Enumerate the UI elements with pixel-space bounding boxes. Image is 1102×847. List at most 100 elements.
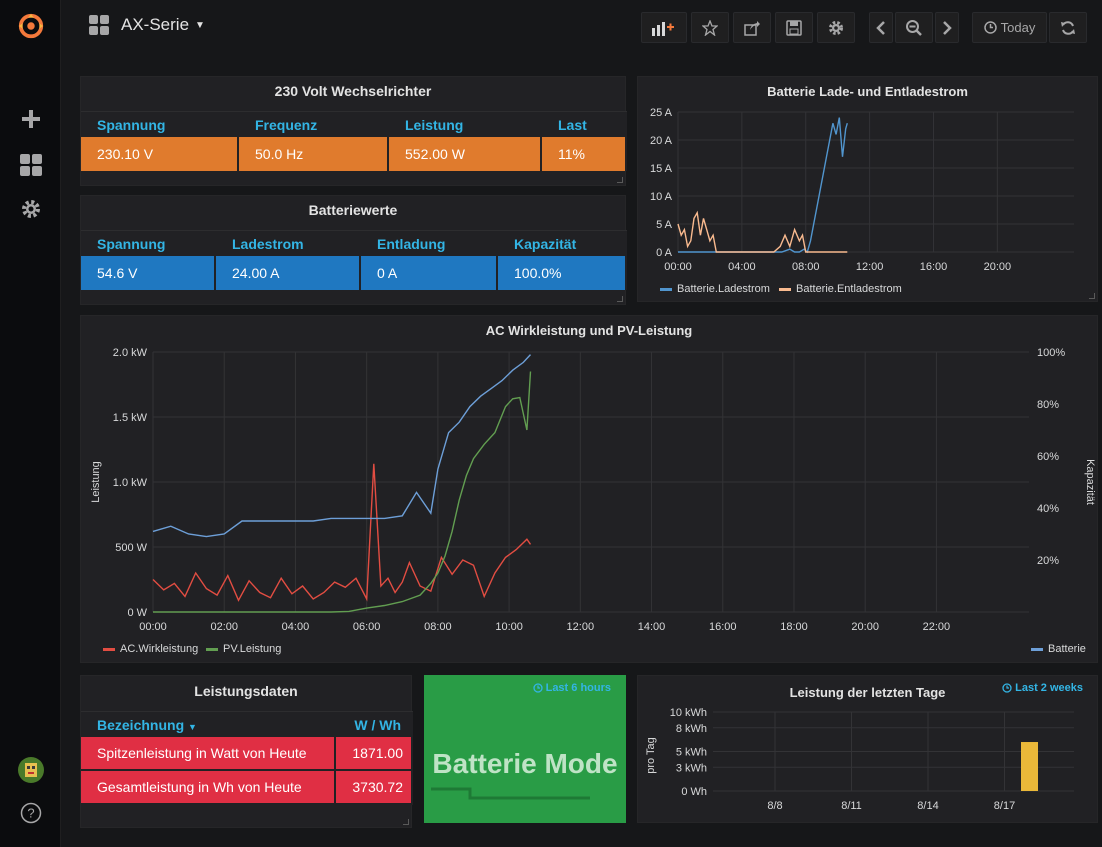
settings-button[interactable] (817, 12, 855, 43)
x-tick-label: 00:00 (139, 621, 167, 633)
column-header[interactable]: Frequenz (239, 111, 389, 137)
x-tick-label: 00:00 (664, 261, 692, 273)
y2-axis-label: Kapazität (1084, 459, 1096, 505)
dashboard-title: AX-Serie (121, 15, 190, 34)
power-data-panel: Leistungsdaten Bezeichnung ▼ W / Wh Spit… (80, 675, 413, 828)
time-picker-label: Today (1000, 20, 1036, 35)
panel-title: Leistungsdaten (194, 683, 298, 699)
time-hint-label: Last 2 weeks (1015, 682, 1083, 694)
y-tick-label: 3 kWh (676, 762, 707, 774)
add-panel-button[interactable] (641, 12, 687, 43)
series-line (677, 210, 848, 253)
time-hint-label: Last 6 hours (545, 682, 611, 694)
caret-down-icon: ▼ (195, 19, 205, 31)
table-row: Spitzenleistung in Watt von Heute 1871.0… (81, 737, 413, 771)
legend-swatch (206, 647, 218, 651)
y-axis-label: Leistung (90, 461, 102, 503)
save-button[interactable] (775, 12, 813, 43)
mode-value: Batterie Mode (432, 748, 618, 779)
y-tick-label: 5 A (656, 219, 673, 231)
y-tick-label: 0 Wh (681, 786, 707, 798)
mode-panel: Last 6 hours Batterie Mode (424, 675, 626, 823)
y-tick-label: 15 A (650, 163, 673, 175)
panel-title: 230 Volt Wechselrichter (274, 83, 432, 99)
resize-handle[interactable] (1089, 293, 1095, 299)
dashboard-picker[interactable]: AX-Serie ▼ (89, 15, 205, 35)
y-tick-label: 8 kWh (676, 723, 707, 735)
resize-handle[interactable] (617, 177, 623, 183)
table-cell: 1871.00 (336, 737, 413, 771)
legend-item[interactable]: AC.Wirkleistung (103, 643, 198, 655)
y2-tick-label: 100% (1037, 347, 1065, 359)
time-back-button[interactable] (869, 12, 893, 43)
column-header[interactable]: Last (542, 111, 627, 137)
bar (1021, 742, 1038, 791)
ac-pv-panel: AC Wirkleistung und PV-Leistung 0 W 500 W… (80, 315, 1098, 663)
inverter-table: Spannung Frequenz Leistung Last 230.10 V… (81, 111, 627, 171)
dashboards-icon[interactable] (17, 151, 45, 179)
legend-swatch (1031, 647, 1043, 651)
legend-item[interactable]: Batterie (1031, 643, 1086, 655)
gear-icon[interactable] (17, 195, 45, 223)
table-cell: 24.00 A (216, 256, 361, 290)
star-button[interactable] (691, 12, 729, 43)
y-tick-label: 10 A (650, 191, 673, 203)
y-tick-label: 5 kWh (676, 747, 707, 759)
x-tick-label: 20:00 (851, 621, 879, 633)
x-tick-label: 8/14 (917, 800, 938, 812)
x-tick-label: 22:00 (923, 621, 951, 633)
ac-pv-chart[interactable]: 0 W 500 W 1.0 kW 1.5 kW 2.0 kW 20% 40% 60% 80% 10… (81, 316, 1099, 664)
table-row: 230.10 V 50.0 Hz 552.00 W 11% (81, 137, 627, 171)
clock-icon (532, 683, 543, 693)
legend-swatch (779, 287, 791, 291)
x-tick-label: 8/17 (994, 800, 1015, 812)
time-hint: Last 2 weeks (1002, 682, 1083, 694)
refresh-button[interactable] (1049, 12, 1087, 43)
avatar[interactable] (17, 756, 45, 784)
column-header[interactable]: Kapazität (498, 230, 627, 256)
grafana-logo-icon[interactable] (17, 12, 45, 40)
x-tick-label: 06:00 (353, 621, 381, 633)
table-cell: 100.0% (498, 256, 627, 290)
inverter-panel: 230 Volt Wechselrichter Spannung Frequen… (80, 76, 627, 186)
time-picker-button[interactable]: Today (972, 12, 1047, 43)
x-tick-label: 08:00 (424, 621, 452, 633)
mode-sparkline (431, 787, 590, 800)
time-hint: Last 6 hours (532, 682, 611, 694)
add-icon[interactable] (17, 105, 45, 133)
column-header[interactable]: Spannung (81, 230, 216, 256)
time-forward-button[interactable] (935, 12, 959, 43)
daily-energy-chart[interactable]: 0 Wh 3 kWh 5 kWh 8 kWh 10 kWh 8/8 8/11 8/14 8/17… (638, 676, 1099, 824)
daily-energy-panel: Leistung der letzten Tage Last 2 weeks 0… (637, 675, 1098, 823)
legend-item[interactable]: PV.Leistung (206, 643, 281, 655)
x-tick-label: 20:00 (984, 261, 1012, 273)
battery-current-chart[interactable]: 0 A 5 A 10 A 15 A 20 A 25 A 00:00 04:00 08:00 12:… (638, 77, 1099, 303)
help-icon[interactable]: ? (17, 799, 45, 827)
zoom-out-button[interactable] (895, 12, 933, 43)
clock-icon (1002, 683, 1012, 693)
table-cell: 230.10 V (81, 137, 239, 171)
y-tick-label: 25 A (650, 107, 673, 119)
column-header[interactable]: Leistung (389, 111, 542, 137)
series-line (152, 354, 532, 538)
y-tick-label: 0 A (656, 247, 673, 259)
legend-item[interactable]: Batterie.Ladestrom (660, 283, 770, 295)
side-nav: ? (0, 0, 61, 847)
legend-item[interactable]: Batterie.Entladestrom (779, 283, 902, 295)
table-cell: Gesamtleistung in Wh von Heute (81, 771, 337, 805)
x-tick-label: 16:00 (709, 621, 737, 633)
y-tick-label: 2.0 kW (113, 347, 148, 359)
column-header-sortable[interactable]: Bezeichnung ▼ (81, 711, 337, 737)
column-header[interactable]: Entladung (361, 230, 498, 256)
legend-label: AC.Wirkleistung (120, 643, 199, 655)
column-header[interactable]: Spannung (81, 111, 239, 137)
table-cell: 0 A (361, 256, 498, 290)
column-header[interactable]: W / Wh (336, 711, 413, 737)
legend-swatch (660, 287, 672, 291)
resize-handle[interactable] (403, 819, 409, 825)
share-button[interactable] (733, 12, 771, 43)
y2-tick-label: 20% (1037, 555, 1059, 567)
table-cell: Spitzenleistung in Watt von Heute (81, 737, 337, 771)
column-header[interactable]: Ladestrom (216, 230, 361, 256)
resize-handle[interactable] (617, 296, 623, 302)
